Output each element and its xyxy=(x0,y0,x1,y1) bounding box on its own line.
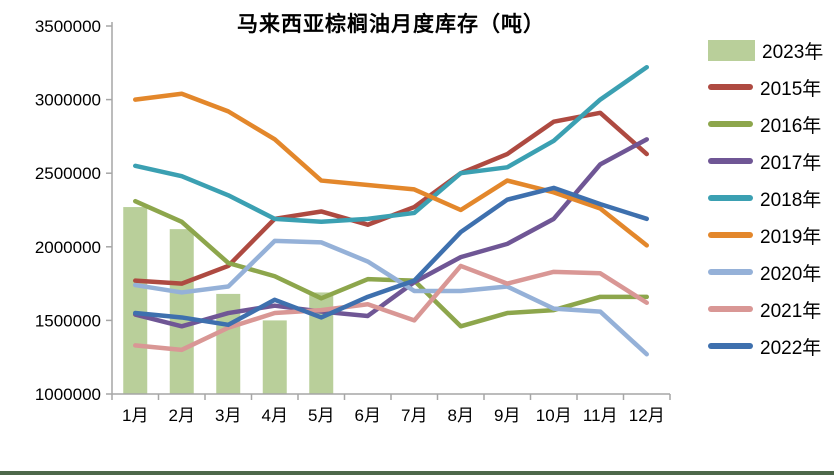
y-axis-tick-label: 1500000 xyxy=(35,311,101,330)
legend-line-swatch xyxy=(708,269,753,275)
legend-label: 2018年 xyxy=(760,189,822,211)
legend-label: 2023年 xyxy=(762,41,824,63)
legend-label: 2020年 xyxy=(760,263,822,285)
y-axis-tick-label: 2000000 xyxy=(35,238,101,257)
x-axis-tick-label: 11月 xyxy=(583,406,618,425)
y-axis-tick-label: 1000000 xyxy=(35,385,101,404)
x-axis-tick-label: 10月 xyxy=(536,406,572,425)
bar-2023年-1月 xyxy=(123,207,148,394)
x-axis-tick-label: 6月 xyxy=(355,406,381,425)
legend-label: 2016年 xyxy=(760,115,822,137)
legend-label: 2021年 xyxy=(760,300,822,322)
legend-item-2021年: 2021年 xyxy=(708,297,834,322)
y-axis-tick-label: 3000000 xyxy=(35,91,101,110)
legend-bar-swatch xyxy=(708,39,755,61)
series-line-2020年 xyxy=(133,238,649,357)
legend-line-swatch xyxy=(708,343,753,349)
x-axis-tick-label: 3月 xyxy=(215,406,241,425)
legend-item-2016年: 2016年 xyxy=(708,112,834,137)
legend-item-2019年: 2019年 xyxy=(708,223,834,248)
x-axis-tick-label: 2月 xyxy=(169,406,195,425)
chart-title: 马来西亚棕榈油月度库存（吨） xyxy=(237,11,545,36)
series-line-2021年 xyxy=(133,263,649,353)
x-axis-tick-label: 12月 xyxy=(629,406,665,425)
x-axis-tick-label: 1月 xyxy=(122,406,148,425)
y-axis-tick-label: 2500000 xyxy=(35,164,101,183)
series-line-2018年 xyxy=(133,64,649,225)
legend-line-swatch xyxy=(708,232,753,238)
x-axis-tick-label: 9月 xyxy=(494,406,520,425)
bar-2023年-4月 xyxy=(262,320,287,394)
legend-item-2020年: 2020年 xyxy=(708,260,834,285)
legend-item-2018年: 2018年 xyxy=(708,186,834,211)
series-line-2022年 xyxy=(133,185,649,328)
legend-item-2015年: 2015年 xyxy=(708,75,834,100)
bar-2023年-3月 xyxy=(216,293,241,394)
legend-label: 2019年 xyxy=(760,226,822,248)
legend: 2023年 2015年 2016年 2017年 2018年 2019年 2020年 2021年… xyxy=(708,38,834,371)
legend-label: 2015年 xyxy=(760,78,822,100)
series-line-2019年 xyxy=(133,91,649,248)
legend-label: 2022年 xyxy=(760,337,822,359)
legend-item-2022年: 2022年 xyxy=(708,334,834,359)
legend-item-2023年: 2023年 xyxy=(708,38,834,63)
bottom-border-strip xyxy=(0,471,834,475)
x-axis-tick-label: 7月 xyxy=(401,406,427,425)
legend-line-swatch xyxy=(708,121,753,127)
bar-2023年-2月 xyxy=(169,229,194,394)
legend-line-swatch xyxy=(708,84,753,90)
x-axis-tick-label: 8月 xyxy=(448,406,474,425)
legend-line-swatch xyxy=(708,195,753,201)
x-axis-tick-label: 5月 xyxy=(308,406,334,425)
legend-item-2017年: 2017年 xyxy=(708,149,834,174)
y-axis-tick-label: 3500000 xyxy=(35,17,101,36)
x-axis-tick-label: 4月 xyxy=(262,406,288,425)
legend-line-swatch xyxy=(708,306,753,312)
legend-label: 2017年 xyxy=(760,152,822,174)
legend-line-swatch xyxy=(708,158,753,164)
series-line-2017年 xyxy=(133,137,649,329)
